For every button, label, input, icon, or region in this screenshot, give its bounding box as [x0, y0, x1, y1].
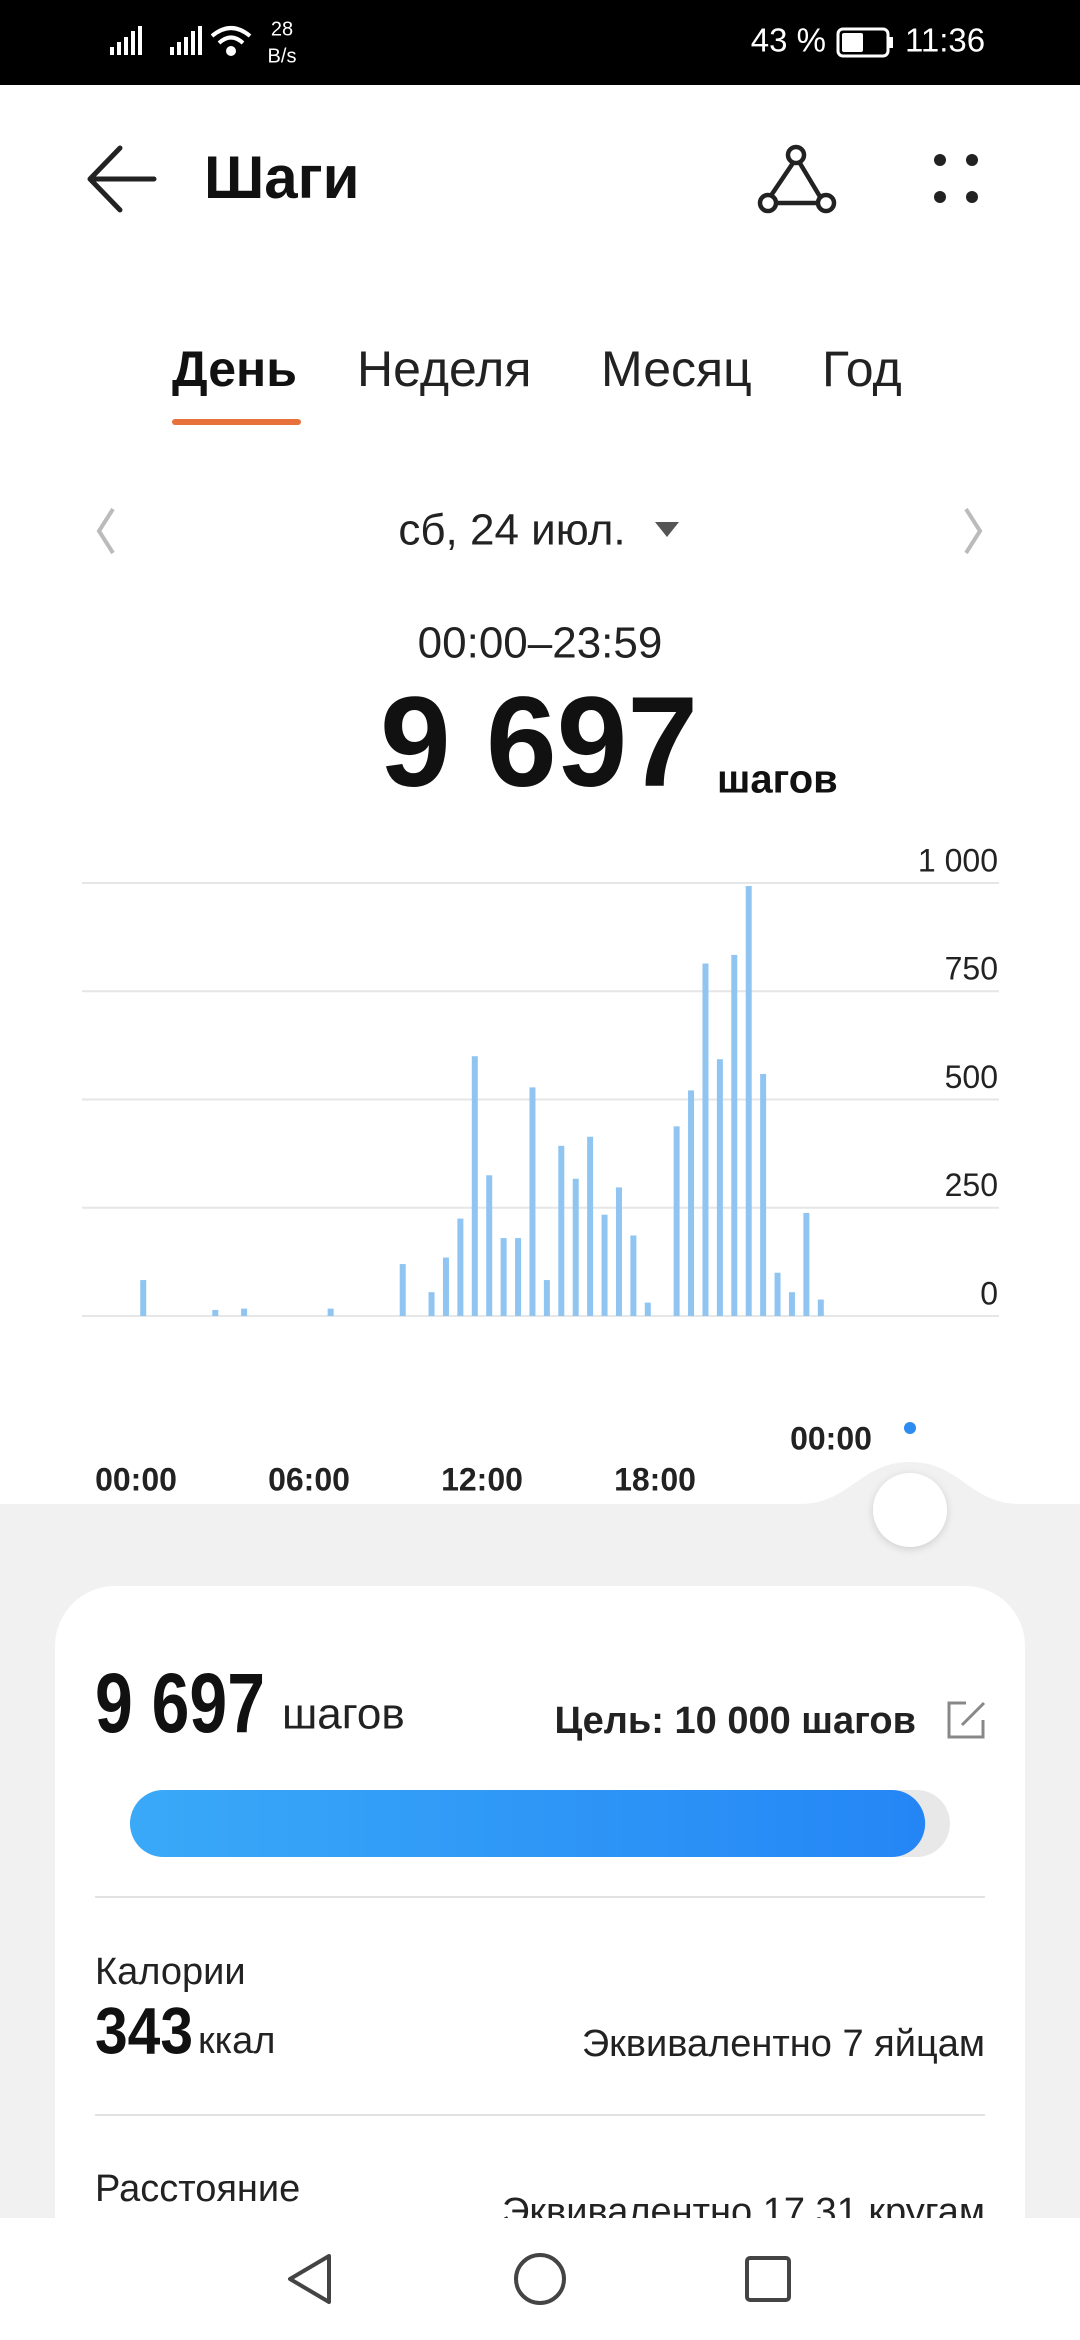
cursor-dot — [904, 1422, 916, 1434]
bar — [399, 1264, 406, 1316]
next-date[interactable] — [964, 507, 983, 555]
x-tick-label: 18:00 — [614, 1461, 696, 1497]
goal-label: Цель: 10 000 шагов — [554, 1700, 916, 1742]
x-tick-label: 06:00 — [268, 1461, 350, 1497]
card-steps: 9 697 — [95, 1656, 265, 1750]
bar — [140, 1280, 147, 1316]
clock: 11:36 — [905, 22, 985, 59]
cursor-handle[interactable] — [873, 1473, 947, 1547]
more-button[interactable] — [934, 154, 978, 203]
bar — [702, 963, 709, 1316]
nav-recents[interactable] — [745, 2256, 791, 2302]
bar — [442, 1257, 449, 1316]
bar — [803, 1212, 810, 1316]
bar — [457, 1218, 464, 1316]
y-tick-label: 750 — [945, 951, 998, 987]
summary-card — [55, 1586, 1025, 2340]
y-tick-label: 250 — [945, 1167, 998, 1203]
tab[interactable]: День — [172, 341, 297, 397]
distance-label: Расстояние — [95, 2168, 300, 2210]
bar — [241, 1308, 248, 1316]
bar — [731, 954, 738, 1316]
x-tick-label: 12:00 — [441, 1461, 523, 1497]
bar — [327, 1308, 334, 1316]
nav-back[interactable] — [288, 2254, 331, 2304]
nav-bar — [0, 2218, 1080, 2340]
bar — [486, 1175, 493, 1316]
tab[interactable]: Месяц — [601, 341, 752, 397]
y-tick-label: 1 000 — [918, 842, 998, 878]
signal-icons — [110, 26, 202, 55]
calories-value: 343 — [95, 1993, 193, 2067]
bar — [428, 1292, 435, 1316]
bar — [760, 1073, 767, 1316]
total-steps-unit: шагов — [717, 758, 838, 802]
progress-fill — [130, 1790, 926, 1857]
net-speed-unit: B/s — [268, 45, 297, 67]
bar — [615, 1187, 622, 1316]
date-label[interactable]: сб, 24 июл. — [398, 506, 625, 555]
bar — [543, 1280, 550, 1316]
share-button[interactable] — [757, 144, 837, 214]
calories-label: Калории — [95, 1951, 246, 1993]
battery-percent: 43 % — [751, 22, 826, 59]
bar — [500, 1238, 507, 1316]
time-range: 00:00–23:59 — [418, 619, 663, 668]
back-button[interactable] — [87, 145, 157, 213]
nav-home[interactable] — [514, 2253, 566, 2305]
tab[interactable]: Неделя — [357, 341, 531, 397]
bar — [644, 1302, 651, 1316]
bar — [587, 1136, 594, 1316]
x-tick-label: 00:00 — [95, 1461, 177, 1497]
bar — [515, 1238, 522, 1316]
bar — [471, 1056, 478, 1316]
calories-equivalent: Эквивалентно 7 яйцам — [582, 2023, 985, 2065]
bar — [745, 886, 752, 1316]
bar — [673, 1126, 680, 1316]
card-steps-unit: шагов — [282, 1690, 405, 1739]
y-tick-label: 500 — [945, 1059, 998, 1095]
bar — [817, 1299, 824, 1316]
calories-unit: ккал — [198, 2020, 275, 2062]
y-tick-label: 0 — [980, 1275, 998, 1311]
bar — [688, 1090, 695, 1316]
edit-goal[interactable] — [947, 1701, 986, 1739]
bar — [788, 1292, 795, 1316]
net-speed: 28 — [271, 18, 293, 40]
bar — [774, 1272, 781, 1316]
total-steps: 9 697 — [380, 671, 698, 814]
bar — [630, 1235, 637, 1316]
active-tab-indicator — [172, 419, 301, 425]
tab[interactable]: Год — [822, 341, 902, 397]
prev-date[interactable] — [96, 507, 115, 555]
battery-icon — [836, 27, 893, 58]
cursor-label: 00:00 — [790, 1420, 872, 1456]
page-title: Шаги — [204, 144, 360, 211]
bar — [212, 1309, 219, 1316]
tabs: День Неделя Месяц Год — [172, 341, 902, 397]
bar — [601, 1214, 608, 1316]
wifi-icon — [210, 26, 252, 56]
date-dropdown[interactable] — [655, 522, 679, 537]
chart: 1 000 750 500 250 0 00:00 06:00 12:00 18:00 — [82, 842, 999, 1497]
bar — [558, 1145, 565, 1316]
bar — [572, 1178, 579, 1316]
bar — [529, 1087, 536, 1316]
bar — [716, 1059, 723, 1316]
